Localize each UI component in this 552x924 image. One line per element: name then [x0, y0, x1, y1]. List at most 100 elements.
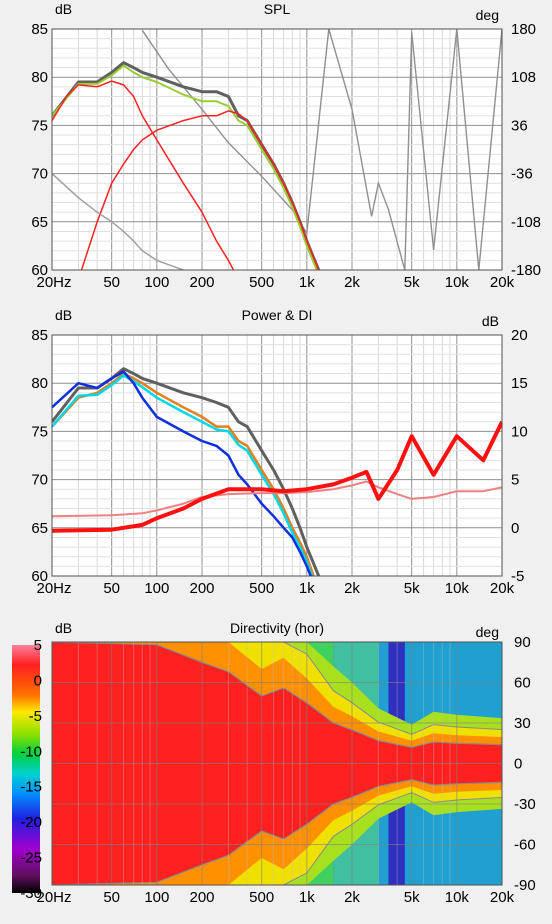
phase-line	[141, 29, 502, 270]
x-tick-label: 200	[189, 889, 214, 906]
y-tick-label: 65	[31, 520, 48, 537]
x-tick-label: 2k	[344, 274, 360, 291]
colorbar-tick-label: -20	[20, 814, 42, 831]
power-di-chart: 60 65 70 75 80 85 -5 0 5 10 15 20 20Hz 50 100 200 500 1k 2…	[31, 307, 528, 597]
colorbar-tick-label: 5	[34, 637, 42, 654]
x-tick-label: 50	[103, 889, 120, 906]
y-tick-label: 60	[31, 568, 48, 585]
x-tick-label: 20Hz	[36, 580, 71, 597]
x-tick-label: 100	[144, 889, 169, 906]
chart-title: Power & DI	[242, 307, 313, 323]
y2-tick-label: -180	[511, 262, 541, 279]
colorbar-tick-label: 0	[34, 672, 42, 689]
grid	[51, 28, 503, 271]
x-tick-label: 20k	[490, 889, 515, 906]
x-tick-label: 100	[144, 274, 169, 291]
y-tick-label: 75	[31, 423, 48, 440]
x-tick-label: 200	[189, 274, 214, 291]
x-tick-label: 20Hz	[36, 889, 71, 906]
y-tick-label: 65	[31, 214, 48, 231]
spl-chart: 60 65 70 75 80 85 -180 -108 -36 36 108 180 20Hz 50 100…	[31, 1, 541, 291]
y-tick-label: 0	[514, 756, 522, 773]
y2-tick-label: 10	[511, 423, 528, 440]
y-tick-label: -30	[514, 796, 536, 813]
di-series-line	[52, 420, 502, 533]
y-tick-label: 80	[31, 69, 48, 86]
y2-tick-label: 108	[511, 69, 536, 86]
x-tick-label: 200	[189, 580, 214, 597]
y-tick-label: 85	[31, 21, 48, 38]
y-tick-label: 60	[514, 675, 531, 692]
x-tick-label: 10k	[445, 274, 470, 291]
beamwidth-6db-line	[52, 642, 502, 885]
x-tick-label: 1k	[299, 580, 315, 597]
x-tick-label: 10k	[445, 580, 470, 597]
spl-series-line	[52, 80, 235, 270]
plot-border	[51, 28, 503, 271]
x-tick-label: 1k	[299, 889, 315, 906]
plot-border	[51, 641, 503, 886]
y2-tick-label: -108	[511, 214, 541, 231]
y2-tick-label: 180	[511, 21, 536, 38]
directivity-chart-panel: 5 0 -5 -10 -15 -20 -25 -30 -90 -60 -30 0 30 60 90 20Hz 5…	[0, 612, 552, 919]
x-tick-label: 500	[249, 274, 274, 291]
spl-series-line	[52, 173, 185, 270]
x-tick-label: 500	[249, 580, 274, 597]
y2-tick-label: 5	[511, 472, 519, 489]
colorbar-tick-label: -25	[20, 850, 42, 867]
spl-chart-panel: 60 65 70 75 80 85 -180 -108 -36 36 108 180 20Hz 50 100…	[0, 0, 552, 300]
power-series-line	[52, 370, 313, 576]
x-tick-label: 10k	[445, 889, 470, 906]
chart-title: SPL	[264, 1, 291, 17]
y-tick-label: 80	[31, 375, 48, 392]
y2-tick-label: 15	[511, 375, 528, 392]
y2-tick-label: 0	[511, 520, 519, 537]
y-tick-label: -60	[514, 837, 536, 854]
y2-tick-label: -5	[511, 568, 524, 585]
y-axis-unit-left: dB	[55, 307, 72, 323]
spl-series-line	[80, 110, 320, 270]
y-tick-label: 75	[31, 117, 48, 134]
x-tick-label: 500	[249, 889, 274, 906]
y-tick-label: 90	[514, 634, 531, 651]
y2-tick-label: -36	[511, 166, 533, 183]
power-series-line	[52, 374, 314, 576]
y-axis-unit-left: dB	[55, 620, 72, 636]
x-tick-label: 2k	[344, 580, 360, 597]
y-tick-label: 30	[514, 715, 531, 732]
spl-series-line	[52, 64, 318, 270]
y-tick-label: -90	[514, 877, 536, 894]
power-series-line	[52, 372, 315, 576]
colorbar-tick-label: -10	[20, 743, 42, 760]
grid	[51, 641, 503, 886]
color-scale-bar	[12, 645, 40, 893]
y2-tick-label: 20	[511, 327, 528, 344]
x-tick-label: 5k	[404, 274, 420, 291]
y-tick-label: 70	[31, 472, 48, 489]
x-tick-label: 100	[144, 580, 169, 597]
y-axis-unit-left: dB	[55, 1, 72, 17]
x-tick-label: 20Hz	[36, 274, 71, 291]
x-tick-label: 5k	[404, 580, 420, 597]
y-axis-unit-right: deg	[476, 7, 499, 23]
plot-border	[51, 334, 503, 577]
y-axis-unit-right: dB	[482, 313, 499, 329]
colorbar-tick-label: -5	[29, 708, 42, 725]
power-series-line	[52, 367, 321, 576]
x-tick-label: 20k	[490, 274, 515, 291]
y-tick-label: 85	[31, 327, 48, 344]
y2-tick-label: 36	[511, 117, 528, 134]
x-tick-label: 2k	[344, 889, 360, 906]
colorbar-tick-label: -15	[20, 779, 42, 796]
y-tick-label: 70	[31, 166, 48, 183]
y-tick-label: 60	[31, 262, 48, 279]
y-axis-unit-right: deg	[476, 624, 499, 640]
di-series-line	[52, 480, 502, 518]
x-tick-label: 50	[103, 274, 120, 291]
colorbar-tick-label: -30	[20, 885, 42, 902]
power-di-chart-panel: 60 65 70 75 80 85 -5 0 5 10 15 20 20Hz 50 100 200 500 1k 2…	[0, 306, 552, 606]
x-tick-label: 20k	[490, 580, 515, 597]
x-tick-label: 50	[103, 580, 120, 597]
x-tick-label: 5k	[404, 889, 420, 906]
